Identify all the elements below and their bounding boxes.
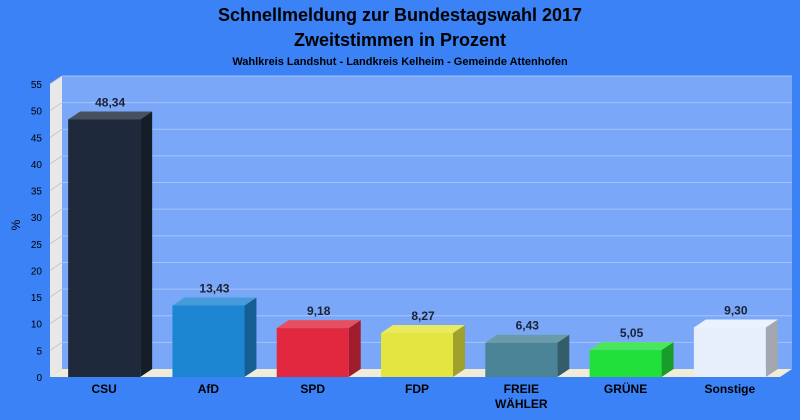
bar-front [172,305,245,377]
bar: 6,43 [485,319,570,377]
bar: 48,34 [68,95,153,377]
grid-line-side [49,155,63,165]
bar-side [765,319,778,377]
bar-top [172,297,257,306]
y-tick-label: 15 [31,293,43,304]
bar: 5,05 [589,326,674,377]
bar-value-label: 13,43 [199,281,229,295]
bar: 8,27 [381,309,465,377]
grid-line-side [49,128,63,138]
x-category-label: SPD [300,382,325,396]
bar-top [276,320,361,329]
x-category-label: CSU [91,382,116,396]
bar-value-label: 6,43 [516,319,540,333]
grid-line-side [49,208,63,218]
bar-top [485,334,570,343]
y-axis-label: % [9,219,23,230]
bar-side [140,111,153,377]
x-category-label: FDP [405,382,429,396]
bar-value-label: 5,05 [620,326,644,340]
y-tick-label: 25 [31,240,43,251]
bar-front [693,327,766,377]
y-tick-label: 30 [31,213,43,224]
grid-line-side [49,288,63,298]
bar-value-label: 8,27 [411,309,435,323]
bar-front [381,332,453,377]
plot-back-wall [62,76,792,369]
bar-side [453,324,465,377]
bar-side [348,320,361,377]
bar-front [68,119,141,377]
bar-front [589,350,662,377]
bar-side [661,342,674,377]
y-tick-label: 45 [31,133,43,144]
y-tick-label: 55 [31,80,43,91]
chart-title: Schnellmeldung zur Bundestagswahl 2017 [218,5,582,25]
x-category-label: FREIE [504,382,539,396]
bar-value-label: 9,18 [307,304,331,318]
bars: 48,34 13,43 9,18 8,27 6,43 5,05 9,30 [68,95,778,377]
y-tick-label: 0 [36,373,42,384]
y-tick-label: 10 [31,320,43,331]
x-category-label: Sonstige [705,382,756,396]
bar: 9,30 [693,303,778,377]
x-category-label: GRÜNE [604,381,647,396]
y-tick-label: 35 [31,187,43,198]
grid-line-side [49,235,63,245]
y-tick-label: 40 [31,160,43,171]
grid-line-side [49,262,63,271]
bar: 13,43 [172,281,257,377]
grid-line-side [49,102,63,112]
grid-line-side [49,75,63,85]
plot-side-wall [50,76,62,377]
y-tick-label: 50 [31,107,43,118]
grid-line-side [49,341,63,351]
x-category-label-line-2: WÄHLER [495,396,548,411]
grid-line-side [49,315,63,325]
y-tick-label: 5 [36,346,42,357]
bar-front [276,328,349,377]
bar-top [68,111,153,120]
bar: 9,18 [276,304,361,377]
chart-subtitle: Wahlkreis Landshut - Landkreis Kelheim -… [232,56,568,68]
bar-value-label: 9,30 [724,303,748,317]
y-axis-ticks: 0 5 10 15 20 25 30 35 40 45 50 55 [31,80,43,384]
y-tick-label: 20 [31,266,43,277]
chart-title-line-2: Zweitstimmen in Prozent [294,30,506,50]
bar-side [244,297,257,377]
grid-line-side [49,182,63,191]
bar-front [485,342,558,377]
bar-top [589,342,674,351]
bar-side [557,334,570,377]
x-category-label: AfD [198,382,220,396]
bar-top [693,319,778,328]
bar-value-label: 48,34 [95,95,125,109]
bar-top [381,324,465,333]
